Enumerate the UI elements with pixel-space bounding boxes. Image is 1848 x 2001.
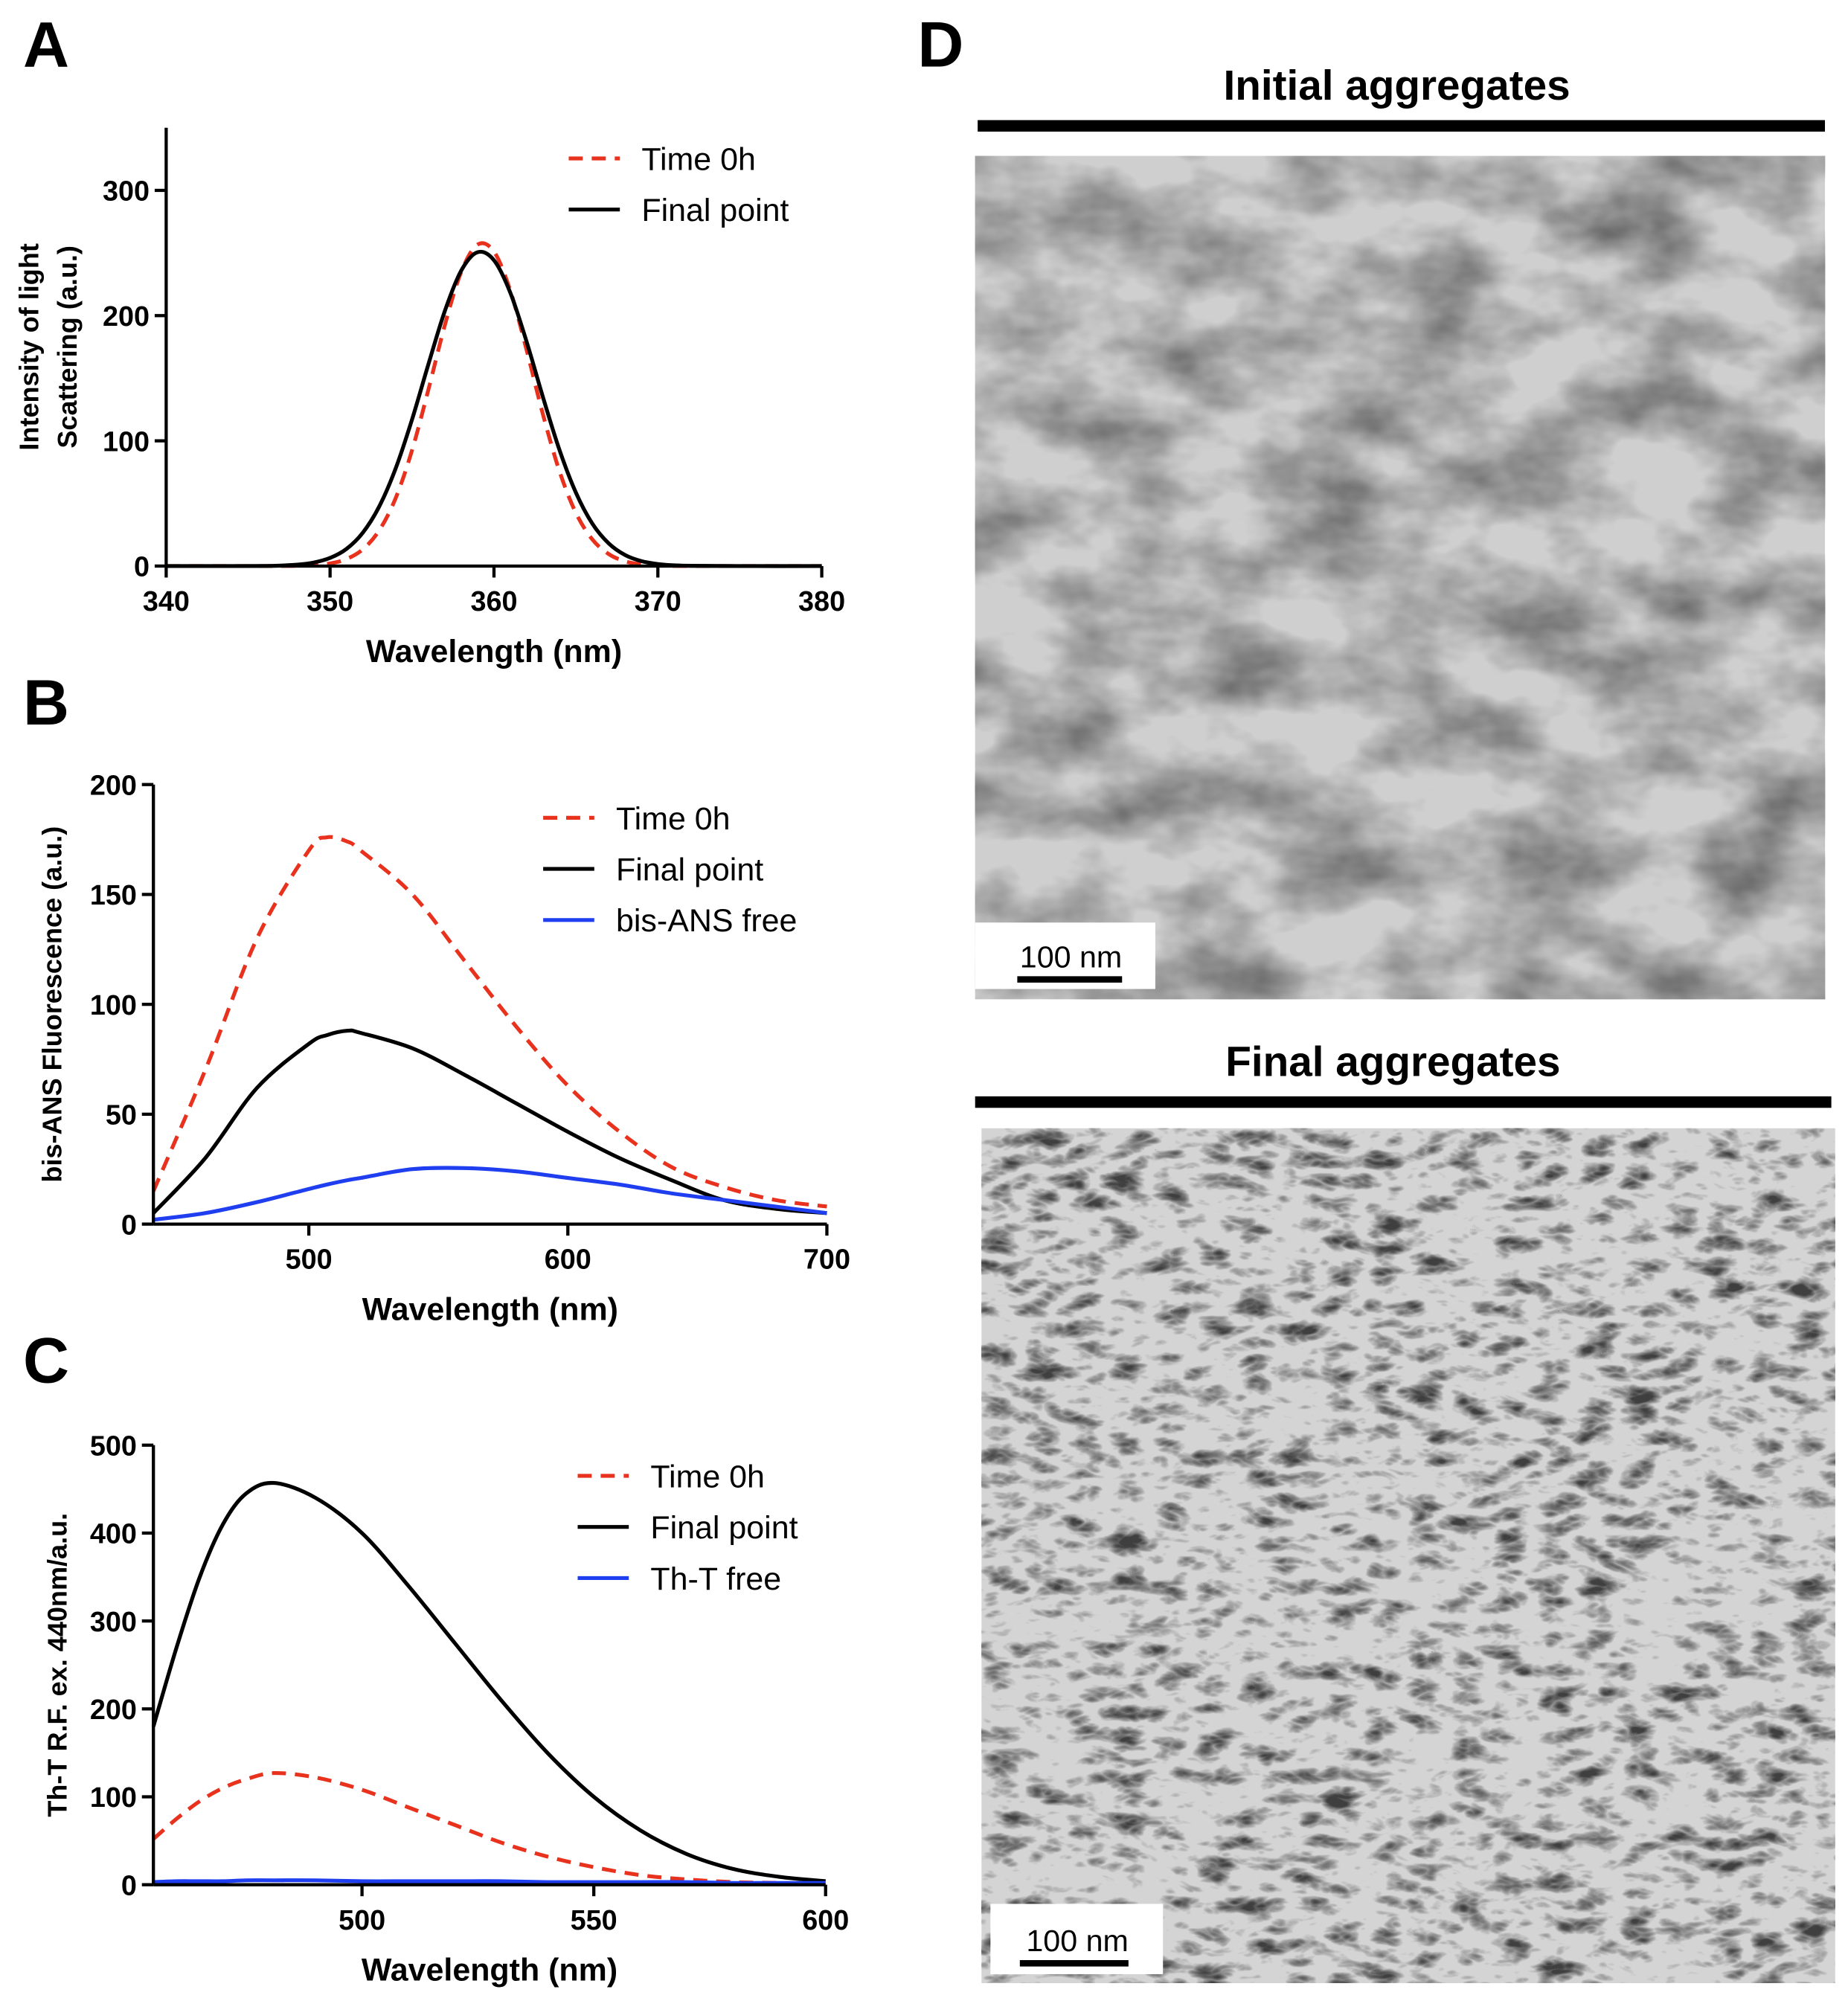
panel-label: A: [23, 9, 69, 80]
data-line: [166, 249, 822, 568]
micrograph-texture: [981, 1128, 1835, 1983]
x-tick-label: 500: [339, 1905, 385, 1936]
legend-label: Time 0h: [641, 141, 756, 177]
data-line: [153, 1878, 826, 1885]
data-line: [152, 1028, 827, 1215]
y-tick-label: 100: [103, 426, 150, 457]
x-tick-label: 600: [802, 1905, 849, 1936]
data-line: [151, 1480, 826, 1883]
x-axis-label: Wavelength (nm): [362, 1291, 618, 1327]
title-bar: [975, 1096, 1832, 1108]
y-tick-label: 400: [90, 1519, 137, 1550]
legend-label: Time 0h: [616, 801, 731, 837]
y-tick-label: 0: [134, 552, 150, 583]
data-line: [153, 1166, 827, 1222]
scale-label: 100 nm: [1026, 1924, 1128, 1958]
y-axis-label: Th-T R.F. ex. 440nm/a.u.: [42, 1513, 72, 1817]
y-tick-label: 0: [121, 1210, 137, 1241]
legend-label: Final point: [616, 852, 763, 888]
scale-bar: [1019, 1960, 1129, 1967]
legend-label: Final point: [650, 1510, 798, 1546]
legend-label: bis-ANS free: [616, 903, 797, 939]
y-tick-label: 200: [90, 770, 137, 801]
y-tick-label: 200: [90, 1695, 137, 1726]
y-tick-label: 100: [90, 990, 137, 1021]
data-line: [152, 1770, 826, 1886]
y-tick-label: 50: [106, 1100, 137, 1131]
data-line: [151, 835, 827, 1209]
chart: 0 100 200 300 400 500 500 550 600 Wavelength (nm)…: [42, 1431, 849, 1988]
chart: 0 50 100 150 200 500 600 700 Wavelength (nm) bis-…: [37, 770, 850, 1327]
x-axis-label: Wavelength (nm): [362, 1953, 617, 1988]
scale-bar: [1017, 976, 1123, 983]
y-tick-label: 200: [103, 301, 150, 333]
micrograph-title: Initial aggregates: [1224, 62, 1571, 109]
y-tick-label: 500: [90, 1431, 137, 1462]
x-tick-label: 340: [143, 586, 190, 617]
legend-label: Final point: [641, 193, 789, 228]
y-tick-label: 300: [103, 176, 150, 208]
y-tick-label: 150: [90, 880, 137, 911]
y-axis-label: bis-ANS Fluorescence (a.u.): [37, 826, 68, 1183]
y-axis-label: Intensity of light: [14, 243, 45, 450]
panel-label: D: [917, 9, 963, 80]
micrograph-title: Final aggregates: [1225, 1038, 1560, 1085]
legend-label: Th-T free: [650, 1561, 781, 1597]
y-axis-label: Scattering (a.u.): [52, 245, 83, 449]
data-line: [166, 241, 822, 568]
micrograph-panel: Initial aggregates 100 nm Final aggregat…: [975, 62, 1835, 1983]
x-tick-label: 350: [307, 586, 353, 617]
x-tick-label: 550: [571, 1905, 617, 1936]
x-tick-label: 500: [286, 1244, 333, 1276]
x-axis-label: Wavelength (nm): [366, 634, 622, 669]
x-tick-label: 370: [635, 586, 681, 617]
x-tick-label: 700: [803, 1244, 850, 1276]
panel-label: B: [23, 667, 69, 739]
x-tick-label: 360: [470, 586, 517, 617]
chart: 0 100 200 300 340 350 360 370 380 Wavelength (nm)…: [14, 127, 845, 669]
x-tick-label: 380: [798, 586, 845, 617]
y-tick-label: 300: [90, 1607, 137, 1638]
legend-label: Time 0h: [650, 1459, 765, 1494]
panel-label: C: [23, 1326, 69, 1397]
title-bar: [978, 120, 1826, 132]
y-tick-label: 0: [121, 1870, 137, 1901]
micrograph-texture: [975, 155, 1826, 1000]
x-tick-label: 600: [545, 1244, 591, 1276]
y-tick-label: 100: [90, 1782, 137, 1814]
scale-label: 100 nm: [1020, 940, 1122, 974]
